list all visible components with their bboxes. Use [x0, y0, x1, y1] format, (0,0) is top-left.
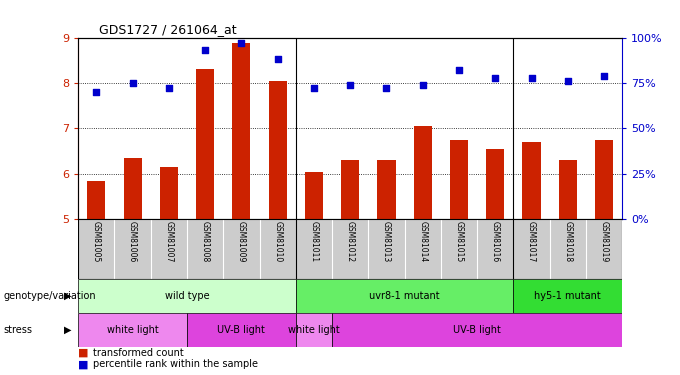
Bar [450, 140, 468, 219]
Text: GSM81006: GSM81006 [128, 221, 137, 262]
Text: stress: stress [3, 325, 33, 335]
Text: ▶: ▶ [64, 325, 71, 335]
Text: GSM81007: GSM81007 [165, 221, 173, 262]
Bar [305, 172, 323, 219]
Text: hy5-1 mutant: hy5-1 mutant [534, 291, 601, 301]
Bar [296, 313, 332, 347]
Point [526, 75, 537, 81]
Text: GSM81018: GSM81018 [563, 221, 573, 262]
Text: UV-B light: UV-B light [453, 325, 501, 335]
Text: white light: white light [107, 325, 158, 335]
Point [163, 86, 174, 92]
Text: wild type: wild type [165, 291, 209, 301]
Bar [332, 313, 622, 347]
Point [272, 56, 283, 62]
Text: GSM81012: GSM81012 [345, 221, 355, 262]
Text: GSM81016: GSM81016 [491, 221, 500, 262]
Bar [196, 69, 214, 219]
Point [598, 73, 609, 79]
Bar [413, 126, 432, 219]
Bar [78, 279, 296, 313]
Point [236, 40, 247, 46]
Bar [513, 279, 622, 313]
Point [490, 75, 500, 81]
Text: GSM81005: GSM81005 [92, 221, 101, 262]
Text: ■: ■ [78, 359, 88, 369]
Bar [78, 313, 187, 347]
Text: GSM81019: GSM81019 [600, 221, 609, 262]
Bar [522, 142, 541, 219]
Bar [87, 181, 105, 219]
Bar [187, 313, 296, 347]
Text: transformed count: transformed count [93, 348, 184, 358]
Point [91, 89, 102, 95]
Point [418, 82, 428, 88]
Text: uvr8-1 mutant: uvr8-1 mutant [369, 291, 440, 301]
Text: GSM81009: GSM81009 [237, 221, 246, 262]
Bar [341, 160, 359, 219]
Text: percentile rank within the sample: percentile rank within the sample [93, 359, 258, 369]
Text: ■: ■ [78, 348, 88, 358]
Point [200, 47, 211, 53]
Text: UV-B light: UV-B light [218, 325, 265, 335]
Text: GSM81013: GSM81013 [382, 221, 391, 262]
Text: GSM81010: GSM81010 [273, 221, 282, 262]
Bar [377, 160, 396, 219]
Bar [160, 167, 178, 219]
Text: ▶: ▶ [64, 291, 71, 301]
Text: GDS1727 / 261064_at: GDS1727 / 261064_at [99, 22, 236, 36]
Point [381, 86, 392, 92]
Bar [486, 149, 505, 219]
Text: GSM81008: GSM81008 [201, 221, 209, 262]
Text: GSM81015: GSM81015 [454, 221, 464, 262]
Text: GSM81014: GSM81014 [418, 221, 427, 262]
Bar [595, 140, 613, 219]
Bar [296, 279, 513, 313]
Point [127, 80, 138, 86]
Point [454, 67, 464, 73]
Bar [269, 81, 287, 219]
Text: white light: white light [288, 325, 340, 335]
Bar [233, 43, 250, 219]
Point [562, 78, 573, 84]
Bar [124, 158, 141, 219]
Bar [559, 160, 577, 219]
Point [309, 86, 320, 92]
Text: genotype/variation: genotype/variation [3, 291, 96, 301]
Text: GSM81011: GSM81011 [309, 221, 318, 262]
Text: GSM81017: GSM81017 [527, 221, 536, 262]
Point [345, 82, 356, 88]
